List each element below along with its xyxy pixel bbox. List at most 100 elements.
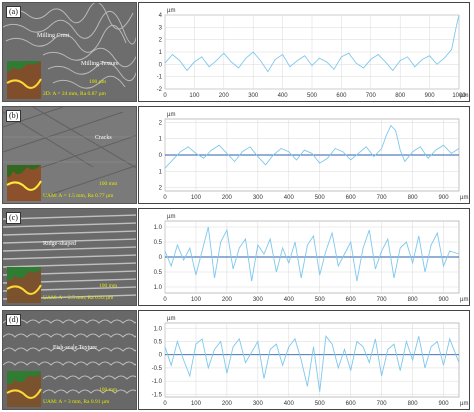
y-tick-label: 0	[159, 353, 163, 359]
x-tick-label: 800	[408, 297, 419, 303]
x-tick-label: 900	[425, 93, 436, 99]
sem-texture-a	[3, 3, 136, 101]
annotation-ridge-shaped: Ridge-shaped	[43, 241, 76, 247]
scale-bar-d: 100 mm	[99, 387, 118, 393]
x-tick-label: 800	[408, 195, 419, 201]
params-label-a: 2D: A = 24 mm, Ra 0.87 µm	[43, 91, 106, 97]
x-tick-label: 700	[377, 195, 388, 201]
x-tick-label: 300	[253, 297, 264, 303]
x-unit-label: µm	[460, 195, 468, 201]
y-tick-label: 1.0	[154, 285, 163, 291]
annotation-cracks: Cracks	[95, 135, 112, 141]
profile-line	[164, 14, 460, 73]
y-tick-label: 3	[159, 25, 163, 31]
x-tick-label: 900	[439, 401, 450, 407]
y-tick-label: 2	[159, 186, 163, 192]
profile-line	[164, 226, 460, 282]
x-tick-label: 700	[377, 297, 388, 303]
sem-image-b: (b) Cracks 100 mm UAM: A = 1.5 mm, Ra 0.…	[2, 106, 137, 204]
scale-bar-a: 100 µm	[89, 79, 107, 85]
x-tick-label: 100	[191, 401, 202, 407]
profile-chart-c: 1.0 0.5 0 0.5 1.0 0 100 200 300 400 500 600 700 800 90…	[138, 208, 470, 306]
x-tick-label: 700	[377, 401, 388, 407]
scale-bar-c: 100 mm	[99, 283, 118, 289]
x-tick-label: 200	[222, 195, 233, 201]
panel-c: (c) Ridge-shaped 100 mm UAM: A = 2.5 mm,…	[0, 208, 474, 306]
y-tick-label: 1	[159, 137, 163, 143]
x-unit-label: µm	[460, 401, 468, 407]
x-tick-label: 0	[163, 195, 167, 201]
y-tick-label: 0	[159, 255, 163, 261]
sem-texture-d	[3, 311, 136, 409]
profile-chart-a: 4 3 2 1 0 -1 -2 0 100 200 300 400 500 600 700 800 900 100…	[138, 2, 470, 102]
sem-image-c: (c) Ridge-shaped 100 mm UAM: A = 2.5 mm,…	[2, 208, 137, 306]
x-tick-label: 800	[408, 401, 419, 407]
profile-chart-b: 2 1 0 1 2 0 100 200 300 400 500 600 700 800 900 µm µm	[138, 106, 470, 204]
scale-bar-b: 100 mm	[99, 181, 118, 187]
y-unit-label: µm	[167, 316, 175, 322]
x-tick-label: 500	[315, 195, 326, 201]
sem-image-a: (a) Milling Crest Milling Texture 100 µm…	[2, 2, 137, 102]
y-tick-label: 1	[159, 169, 163, 175]
profile-plot-d: 1.00.50-0.5-1.0-1.50 100 200 300 400 500 600 70…	[152, 316, 469, 407]
x-tick-label: 100	[189, 93, 200, 99]
panel-tag-a: (a)	[6, 6, 21, 18]
x-tick-label: 600	[346, 401, 357, 407]
x-tick-label: 600	[346, 297, 357, 303]
annotation-milling-texture: Milling Texture	[81, 61, 119, 67]
x-tick-label: 500	[307, 93, 318, 99]
x-tick-label: 400	[284, 195, 295, 201]
x-tick-label: 400	[278, 93, 289, 99]
y-tick-label: 1.0	[154, 326, 163, 332]
sem-texture-c	[3, 209, 136, 305]
y-unit-label: µm	[167, 8, 175, 14]
y-tick-label: -0.5	[152, 366, 163, 372]
params-label-b: UAM: A = 1.5 mm, Ra 0.77 µm	[43, 193, 114, 199]
profile-chart-d: 1.0 0.5 0 -0.5 -1.0 -1.5 0 100 200 300 400 500 600 70…	[138, 310, 470, 410]
y-tick-label: 4	[159, 13, 163, 19]
y-tick-label: -2	[157, 87, 163, 93]
x-tick-label: 400	[284, 297, 295, 303]
profile-line	[164, 335, 460, 392]
x-tick-label: 200	[222, 401, 233, 407]
x-tick-label: 600	[346, 195, 357, 201]
y-tick-label: -1.0	[152, 379, 163, 385]
x-tick-label: 200	[222, 297, 233, 303]
x-tick-label: 300	[253, 401, 264, 407]
y-tick-label: -1.5	[152, 392, 163, 398]
y-tick-label: 0.5	[154, 270, 163, 276]
y-unit-label: µm	[167, 214, 175, 220]
x-unit-label: µm	[460, 93, 468, 99]
params-label-c: UAM: A = 2.5 mm, Ra 0.83 µm	[43, 295, 114, 301]
y-tick-label: 1.0	[154, 225, 163, 231]
x-tick-label: 900	[439, 195, 450, 201]
x-tick-label: 0	[163, 93, 167, 99]
x-tick-label: 700	[366, 93, 377, 99]
x-tick-label: 0	[163, 297, 167, 303]
x-tick-label: 0	[163, 401, 167, 407]
panel-tag-c: (c)	[6, 212, 21, 224]
x-tick-label: 900	[439, 297, 450, 303]
profile-plot-c: 1.00.500.51.00 100 200 300 400 500 600 700 800 90…	[154, 214, 469, 303]
y-tick-label: 2	[159, 120, 163, 126]
params-label-d: UAM: A = 3 mm, Ra 0.91 µm	[43, 399, 110, 405]
annotation-fish-scale-texture: Fish-scale Texture	[53, 345, 97, 351]
y-tick-label: 1	[159, 50, 163, 56]
sem-image-d: (d) Fish-scale Texture 100 mm UAM: A = 3…	[2, 310, 137, 410]
panel-tag-b: (b)	[6, 110, 22, 122]
x-tick-label: 500	[315, 297, 326, 303]
panel-a: (a) Milling Crest Milling Texture 100 µm…	[0, 2, 474, 102]
x-tick-label: 300	[248, 93, 259, 99]
x-tick-label: 600	[336, 93, 347, 99]
panel-d: (d) Fish-scale Texture 100 mm UAM: A = 3…	[0, 310, 474, 410]
y-tick-label: 2	[159, 38, 163, 44]
profile-line	[164, 124, 460, 169]
x-tick-label: 100	[191, 195, 202, 201]
panel-b: (b) Cracks 100 mm UAM: A = 1.5 mm, Ra 0.…	[0, 106, 474, 204]
y-tick-label: 0	[159, 153, 163, 159]
plot-area	[164, 322, 460, 398]
panel-tag-d: (d)	[6, 314, 22, 326]
annotation-milling-crest: Milling Crest	[37, 33, 70, 39]
